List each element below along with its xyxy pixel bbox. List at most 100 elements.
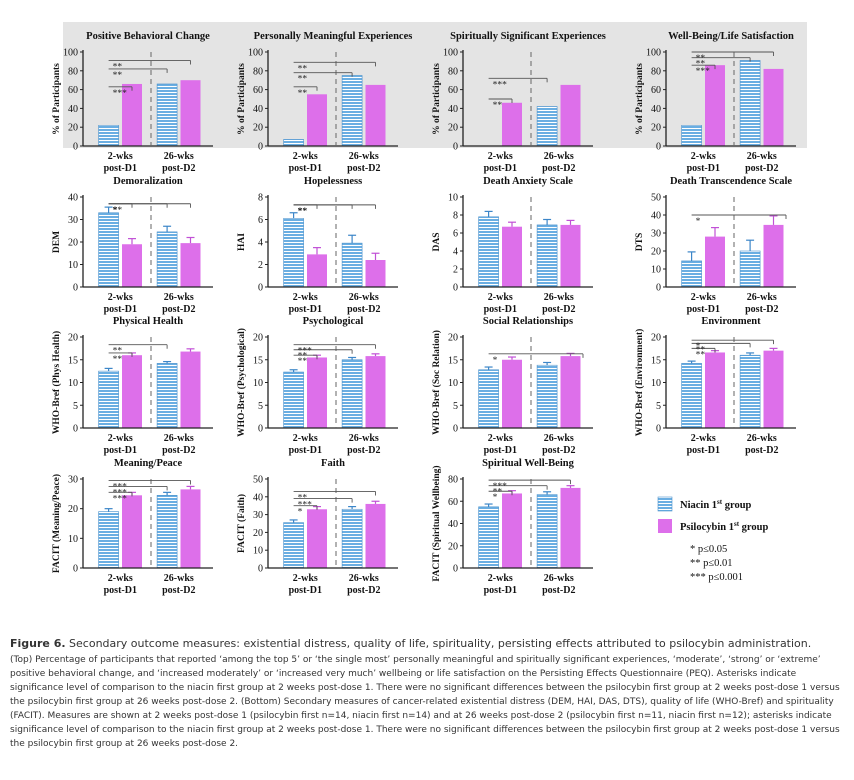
significance-label: *** <box>493 80 508 90</box>
x-category-label: post-D2 <box>542 304 575 315</box>
x-category-label: 26-wks <box>747 292 777 303</box>
y-tick-label: 20 <box>253 333 263 344</box>
chart-title: Social Relationships <box>483 316 573 327</box>
chart-8: Death Transcendence Scale DTS 0 10 20 30 40 50 2… <box>635 176 796 315</box>
y-axis-label: % of Participants <box>432 63 442 135</box>
legend-label: Psilocybin 1st group <box>680 520 768 533</box>
bar-psilocybin <box>502 226 522 287</box>
x-category-label: 2-wks <box>488 573 513 584</box>
x-category-label: post-D1 <box>104 445 137 456</box>
bar-niacin <box>283 522 304 569</box>
x-category-label: 2-wks <box>691 292 716 303</box>
y-tick-label: 20 <box>68 123 78 134</box>
x-category-label: 2-wks <box>108 433 133 444</box>
y-tick-label: 2 <box>258 260 263 271</box>
x-category-label: 26-wks <box>349 573 379 584</box>
y-axis-label: DTS <box>635 233 645 251</box>
bar-niacin <box>681 260 702 288</box>
bar-niacin <box>156 363 178 429</box>
y-tick-label: 10 <box>68 534 78 545</box>
y-tick-label: 8 <box>453 211 458 222</box>
legend-label: Niacin 1st group <box>680 498 752 511</box>
figure-caption: Figure 6. Secondary outcome measures: ex… <box>10 636 846 751</box>
y-tick-label: 20 <box>68 504 78 515</box>
bar-psilocybin <box>365 260 386 287</box>
y-tick-label: 0 <box>73 564 78 575</box>
y-tick-label: 10 <box>651 265 661 276</box>
bar-psilocybin <box>365 503 386 568</box>
x-category-label: post-D2 <box>162 163 195 174</box>
x-category-label: post-D2 <box>347 445 380 456</box>
y-tick-label: 40 <box>253 492 263 503</box>
y-tick-label: 40 <box>68 193 78 204</box>
legend-label-suffix: group <box>739 522 768 533</box>
x-category-label: post-D1 <box>289 163 322 174</box>
chart-10: Psychological WHO-Bref (Psychological) 0 5 1… <box>236 316 398 456</box>
x-category-label: post-D1 <box>484 304 517 315</box>
bar-psilocybin <box>180 243 201 287</box>
legend-label-suffix: group <box>722 500 751 511</box>
y-axis-label: WHO-Bref (Environment) <box>634 329 645 437</box>
bar-psilocybin <box>180 80 201 146</box>
caption-label: Figure 6. <box>10 637 66 650</box>
legend-swatch-psilocybin <box>658 519 672 533</box>
x-category-label: post-D1 <box>484 445 517 456</box>
significance-label: ** <box>696 350 706 360</box>
y-tick-label: 10 <box>448 378 458 389</box>
bar-psilocybin <box>365 84 386 146</box>
chart-title: Personally Meaningful Experiences <box>254 31 413 42</box>
bar-niacin <box>478 369 499 429</box>
y-tick-label: 8 <box>258 193 263 204</box>
y-tick-label: 100 <box>646 48 661 59</box>
x-category-label: 26-wks <box>544 433 574 444</box>
bar-niacin <box>341 242 363 288</box>
bar-niacin <box>98 370 119 429</box>
x-category-label: post-D1 <box>687 445 720 456</box>
chart-2: Personally Meaningful Experiences % of Pa… <box>237 31 412 174</box>
y-tick-label: 6 <box>258 215 263 226</box>
bar-psilocybin <box>122 83 142 146</box>
bar-niacin <box>681 363 702 429</box>
y-tick-label: 15 <box>253 355 263 366</box>
y-tick-label: 2 <box>453 265 458 276</box>
bar-niacin <box>536 364 558 429</box>
significance-label: ** <box>298 207 308 217</box>
y-tick-label: 4 <box>258 238 263 249</box>
chart-title: Positive Behavioral Change <box>86 31 210 42</box>
y-axis-label: DEM <box>52 231 62 253</box>
y-tick-label: 0 <box>258 283 263 294</box>
x-category-label: 26-wks <box>747 433 777 444</box>
y-tick-label: 10 <box>253 546 263 557</box>
bar-psilocybin <box>122 495 142 568</box>
bar-niacin <box>156 83 178 147</box>
y-tick-label: 100 <box>443 48 458 59</box>
chart-title: Well-Being/Life Satisfaction <box>668 31 794 42</box>
x-category-label: post-D2 <box>347 304 380 315</box>
y-tick-label: 15 <box>448 355 458 366</box>
bar-niacin <box>536 494 558 569</box>
y-tick-label: 5 <box>656 401 661 412</box>
y-tick-label: 20 <box>448 123 458 134</box>
y-tick-label: 60 <box>253 85 263 96</box>
y-axis-label: FACIT (Faith) <box>236 494 247 553</box>
figure-canvas: Positive Behavioral Change % of Participa… <box>51 22 807 596</box>
y-axis-label: FACIT (Meaning/Peace) <box>51 474 62 573</box>
bar-psilocybin <box>180 489 201 568</box>
significance-label: ** <box>493 488 503 498</box>
y-tick-label: 30 <box>651 229 661 240</box>
bar-niacin <box>681 125 702 147</box>
bar-niacin <box>341 508 363 569</box>
significance-label: ** <box>298 207 308 217</box>
bar-niacin <box>156 495 178 569</box>
y-tick-label: 40 <box>651 104 661 115</box>
chart-12: Environment WHO-Bref (Environment) 0 5 10 15 2… <box>634 316 796 456</box>
x-category-label: 2-wks <box>691 433 716 444</box>
x-category-label: 2-wks <box>488 433 513 444</box>
x-category-label: 26-wks <box>164 292 194 303</box>
significance-label: *** <box>113 89 128 99</box>
bar-niacin <box>98 125 119 147</box>
significance-label: ** <box>113 71 123 81</box>
y-tick-label: 80 <box>448 475 458 486</box>
bar-psilocybin <box>122 355 142 428</box>
